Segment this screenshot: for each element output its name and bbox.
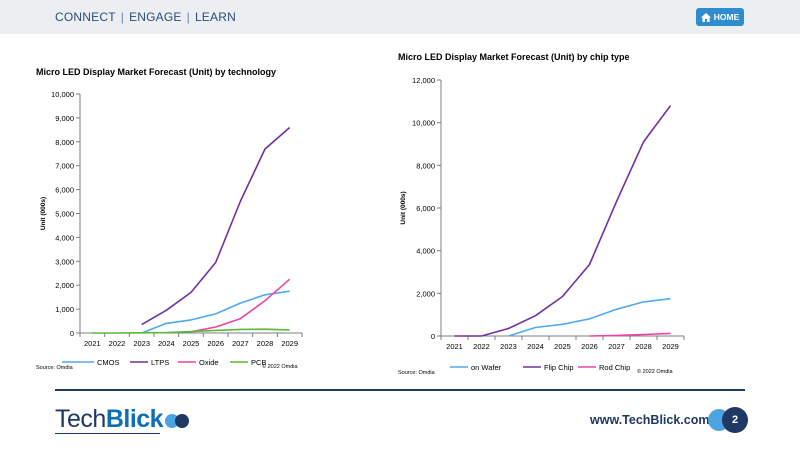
chart2-y-tick-label: 0 — [431, 332, 435, 341]
chart2-y-tick-label: 8,000 — [416, 161, 435, 170]
home-icon — [700, 12, 711, 22]
chart1-y-tick-label: 0 — [70, 329, 74, 338]
chart1-y-tick-label: 4,000 — [55, 233, 74, 242]
chart1-x-tick-label: 2027 — [232, 339, 249, 348]
nav-item-engage[interactable]: ENGAGE — [129, 10, 182, 24]
chart1-legend-ltps-label: LTPS — [151, 358, 169, 367]
chart1-series-pcb-line — [92, 328, 290, 334]
chart2-y-tick-label: 12,000 — [412, 76, 435, 85]
chart1-series-oxide-line — [190, 278, 291, 333]
chart2-x-tick-label: 2022 — [473, 342, 490, 351]
chart1-x-tick-label: 2028 — [257, 339, 274, 348]
chart1-x-tick-label: 2023 — [133, 339, 150, 348]
logo-underline — [55, 433, 160, 434]
chart2-x-tick-label: 2026 — [581, 342, 598, 351]
logo-dots-icon — [165, 414, 190, 428]
chart1-x-tick-label: 2026 — [207, 339, 224, 348]
logo-text: TechBlick — [55, 404, 164, 434]
chart1-x-tick-label: 2024 — [158, 339, 175, 348]
chart2-x-tick-label: 2025 — [554, 342, 571, 351]
logo-text-part2: Blick — [105, 405, 164, 433]
chart1-legend-cmos-label: CMOS — [97, 358, 120, 367]
home-button[interactable]: HOME — [696, 8, 744, 26]
top-bar: CONNECT | ENGAGE | LEARN HOME — [0, 0, 800, 34]
chart1-x-tick-label: 2029 — [281, 339, 298, 348]
chart1-x-tick-label: 2025 — [183, 339, 200, 348]
nav-separator: | — [186, 10, 190, 24]
chart1-legend-pcb-label: PCB — [251, 358, 266, 367]
chart1-y-tick-label: 9,000 — [55, 114, 74, 123]
chart1-y-tick-label: 6,000 — [55, 186, 74, 195]
chart1-legend-oxide-label: Oxide — [199, 358, 219, 367]
chart2-source: Source: Omdia — [398, 370, 436, 376]
chart2-x-tick-label: 2029 — [662, 342, 679, 351]
footer-divider — [55, 389, 745, 391]
chart2-series-rod-chip-line — [589, 332, 671, 337]
chart2-title: Micro LED Display Market Forecast (Unit)… — [398, 52, 630, 62]
chart2-y-tick-label: 2,000 — [416, 289, 435, 298]
chart1-series-cmos-line — [141, 290, 290, 334]
chart1-x-tick-label: 2021 — [84, 339, 101, 348]
chart2-y-tick-label: 6,000 — [416, 204, 435, 213]
chart1-y-tick-label: 1,000 — [55, 305, 74, 314]
chart2-legend-flip-chip-label: Flip Chip — [544, 363, 574, 372]
chart1-y-tick-label: 3,000 — [55, 257, 74, 266]
chart2-legend-on-wafer-label: on Wafer — [471, 363, 502, 372]
chart2-series-on-wafer-line — [508, 297, 671, 337]
page-number: 2 — [722, 407, 748, 433]
nav-item-learn[interactable]: LEARN — [194, 10, 236, 24]
chart1-y-tick-label: 8,000 — [55, 138, 74, 147]
chart1-series-ltps-line — [141, 126, 291, 326]
chart2-x-tick-label: 2021 — [446, 342, 463, 351]
chart2-x-tick-label: 2027 — [608, 342, 625, 351]
chart2-series-flip-chip-line — [454, 105, 672, 337]
chart2-copyright: © 2022 Omdia — [637, 368, 673, 375]
website-link[interactable]: www.TechBlick.com — [590, 413, 710, 427]
page-number-badge: 2 — [708, 407, 748, 433]
chart1-source: Source: Omdia — [36, 365, 74, 371]
top-nav: CONNECT | ENGAGE | LEARN — [55, 10, 236, 24]
chart1-title: Micro LED Display Market Forecast (Unit)… — [36, 67, 277, 77]
chart1-y-tick-label: 7,000 — [55, 162, 74, 171]
chart1-y-tick-label: 2,000 — [55, 281, 74, 290]
chart1-copyright: © 2022 Omdia — [262, 363, 298, 370]
chart1-y-tick-label: 5,000 — [55, 210, 74, 219]
nav-separator: | — [120, 10, 125, 24]
chart2-legend-rod-chip-label: Rod Chip — [599, 363, 630, 372]
chart2-x-tick-label: 2023 — [500, 342, 517, 351]
chart2-y-axis-label: Unit (000s) — [400, 191, 407, 224]
chart2-x-tick-label: 2024 — [527, 342, 544, 351]
chart1-y-axis-label: Unit (000s) — [40, 197, 47, 230]
chart1-y-tick-label: 10,000 — [51, 90, 74, 99]
techblick-logo[interactable]: TechBlick — [55, 404, 190, 434]
home-label: HOME — [713, 12, 740, 22]
chart2-y-tick-label: 10,000 — [412, 119, 435, 128]
chart1-x-tick-label: 2022 — [109, 339, 126, 348]
chart2-x-tick-label: 2028 — [635, 342, 652, 351]
chart2-y-tick-label: 4,000 — [416, 247, 435, 256]
logo-text-part1: Tech — [55, 405, 106, 433]
nav-item-connect[interactable]: CONNECT — [55, 10, 116, 24]
